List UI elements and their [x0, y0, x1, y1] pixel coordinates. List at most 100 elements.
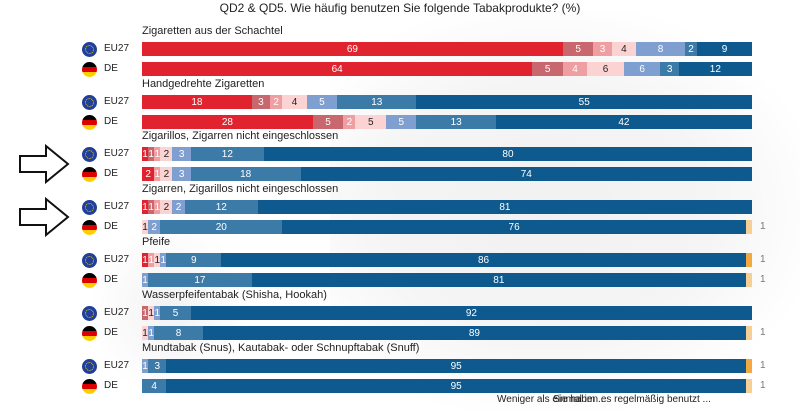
stacked-bar: 18 3 2 4 5 13 55 — [142, 95, 752, 109]
bar-segment-never: 55 — [416, 95, 752, 109]
dont-know-value: 1 — [760, 254, 766, 265]
row-eu27: EU27 18 3 2 4 5 13 55 — [0, 94, 800, 111]
bar-segment-never: 80 — [263, 147, 752, 161]
bar-segment-daily: 28 — [142, 115, 313, 129]
bar-segment-daily: 69 — [142, 42, 563, 56]
eu-flag-icon — [82, 95, 97, 110]
bar-segment-tried-once-twice: 1 — [154, 306, 161, 320]
bar-segment-weekly: 3 — [251, 95, 271, 109]
stacked-bar: 1 1 1 2 2 12 81 — [142, 200, 752, 214]
product-label: Zigaretten aus der Schachtel — [142, 25, 283, 37]
bar-segment-dont-know — [745, 359, 752, 373]
product-label: Mundtabak (Snus), Kautabak- oder Schnupf… — [142, 342, 420, 354]
bar-segment-less-than-monthly: 1 — [142, 326, 149, 340]
bar-segment-daily: 1 — [142, 253, 149, 267]
bar-segment-tried-once-twice: 1 — [160, 253, 167, 267]
row-label: DE — [104, 380, 118, 391]
germany-flag-icon — [82, 62, 97, 77]
bar-segment-monthly: 1 — [154, 147, 161, 161]
dont-know-value: 1 — [760, 221, 766, 232]
bar-segment-tried-once-twice: 3 — [172, 147, 191, 161]
bar-segment-dont-know — [745, 326, 752, 340]
product-label: Wasserpfeifentabak (Shisha, Hookah) — [142, 289, 327, 301]
bar-segment-never: 9 — [697, 42, 752, 56]
dont-know-value: 1 — [760, 327, 766, 338]
eu-flag-icon — [82, 359, 97, 374]
bar-segment-never: 81 — [257, 200, 752, 214]
bar-segment-monthly: 1 — [154, 167, 161, 181]
bar-segment-less-than-monthly: 2 — [160, 200, 173, 214]
bar-segment-weekly: 1 — [148, 147, 155, 161]
row-eu27: EU27 69 5 3 4 8 2 9 — [0, 41, 800, 58]
bar-segment-used-in-past: 9 — [166, 253, 222, 267]
stacked-bar: 1 17 81 — [142, 273, 752, 287]
bar-segment-less-than-monthly: 5 — [355, 115, 386, 129]
chart-title: QD2 & QD5. Wie häufig benutzen Sie folge… — [219, 1, 581, 15]
bar-segment-used-in-past: 17 — [148, 273, 252, 287]
product-label: Zigarillos, Zigarren nicht eingeschlosse… — [142, 130, 339, 142]
bar-segment-weekly: 1 — [142, 306, 149, 320]
bar-segment-less-than-monthly: 2 — [160, 167, 173, 181]
bar-segment-never: 76 — [282, 220, 746, 234]
bar-segment-used-in-past: 5 — [160, 306, 191, 320]
bar-segment-used-in-past: 3 — [660, 62, 679, 76]
product-label: Handgedrehte Zigaretten — [142, 78, 265, 90]
row-de: DE 1 2 20 76 1 — [0, 219, 800, 236]
row-de: DE 64 5 4 6 6 3 12 — [0, 61, 800, 78]
row-label: DE — [104, 221, 118, 232]
row-de: DE 4 95 1 — [0, 378, 800, 395]
bar-segment-never: 95 — [166, 379, 746, 393]
stacked-bar: 4 95 — [142, 379, 752, 393]
bar-segment-monthly: 1 — [148, 253, 155, 267]
stacked-bar: 1 1 1 1 9 86 — [142, 253, 752, 267]
bar-segment-dont-know — [745, 253, 752, 267]
germany-flag-icon — [82, 115, 97, 130]
bar-segment-daily: 1 — [142, 200, 149, 214]
eu-flag-icon — [82, 253, 97, 268]
bar-segment-never: 92 — [190, 306, 752, 320]
bar-segment-used-in-past: 4 — [142, 379, 167, 393]
stacked-bar: 1 3 95 — [142, 359, 752, 373]
row-label: EU27 — [104, 201, 130, 212]
bar-segment-less-than-monthly: 4 — [611, 42, 637, 56]
stacked-bar-chart: Zigaretten aus der Schachtel EU27 69 5 3 4 8 2 9… — [0, 25, 800, 395]
row-eu27: EU27 1 1 1 1 9 86 1 — [0, 252, 800, 269]
row-label: DE — [104, 63, 118, 74]
row-eu27: EU27 1 1 1 2 3 12 80 — [0, 146, 800, 163]
bar-segment-weekly: 1 — [148, 200, 155, 214]
bar-segment-tried-once-twice: 5 — [306, 95, 338, 109]
dont-know-value: 1 — [760, 360, 766, 371]
bar-segment-used-in-past: 3 — [148, 359, 167, 373]
bar-segment-used-in-past: 2 — [684, 42, 698, 56]
bar-segment-used-in-past: 12 — [190, 147, 264, 161]
bar-segment-daily: 1 — [142, 147, 149, 161]
bar-segment-weekly: 5 — [532, 62, 563, 76]
bar-segment-tried-once-twice: 1 — [142, 359, 149, 373]
bar-segment-tried-once-twice: 6 — [623, 62, 661, 76]
bar-segment-never: 42 — [495, 115, 752, 129]
bar-segment-monthly: 4 — [562, 62, 588, 76]
bar-segment-less-than-monthly: 1 — [154, 253, 161, 267]
bar-segment-used-in-past: 20 — [160, 220, 283, 234]
arrow-right-icon — [19, 197, 70, 237]
stacked-bar: 1 1 1 2 3 12 80 — [142, 147, 752, 161]
bar-segment-daily: 64 — [142, 62, 533, 76]
bar-segment-less-than-monthly: 4 — [282, 95, 307, 109]
row-eu27: EU27 1 3 95 1 — [0, 358, 800, 375]
bar-segment-monthly: 2 — [270, 95, 283, 109]
bar-segment-never: 74 — [300, 167, 752, 181]
bar-segment-dont-know — [745, 273, 752, 287]
bar-segment-dont-know — [745, 220, 752, 234]
row-eu27: EU27 1 1 1 5 92 — [0, 305, 800, 322]
bar-segment-less-than-monthly: 1 — [142, 220, 149, 234]
bar-segment-less-than-monthly: 1 — [148, 306, 155, 320]
bar-segment-used-in-past: 12 — [184, 200, 258, 214]
germany-flag-icon — [82, 220, 97, 235]
stacked-bar: 28 5 2 5 5 13 42 — [142, 115, 752, 129]
bar-segment-daily: 2 — [142, 167, 155, 181]
row-label: EU27 — [104, 307, 130, 318]
stacked-bar: 1 2 20 76 — [142, 220, 752, 234]
germany-flag-icon — [82, 379, 97, 394]
row-de: DE 1 1 8 89 1 — [0, 325, 800, 342]
bar-segment-tried-once-twice: 2 — [172, 200, 185, 214]
